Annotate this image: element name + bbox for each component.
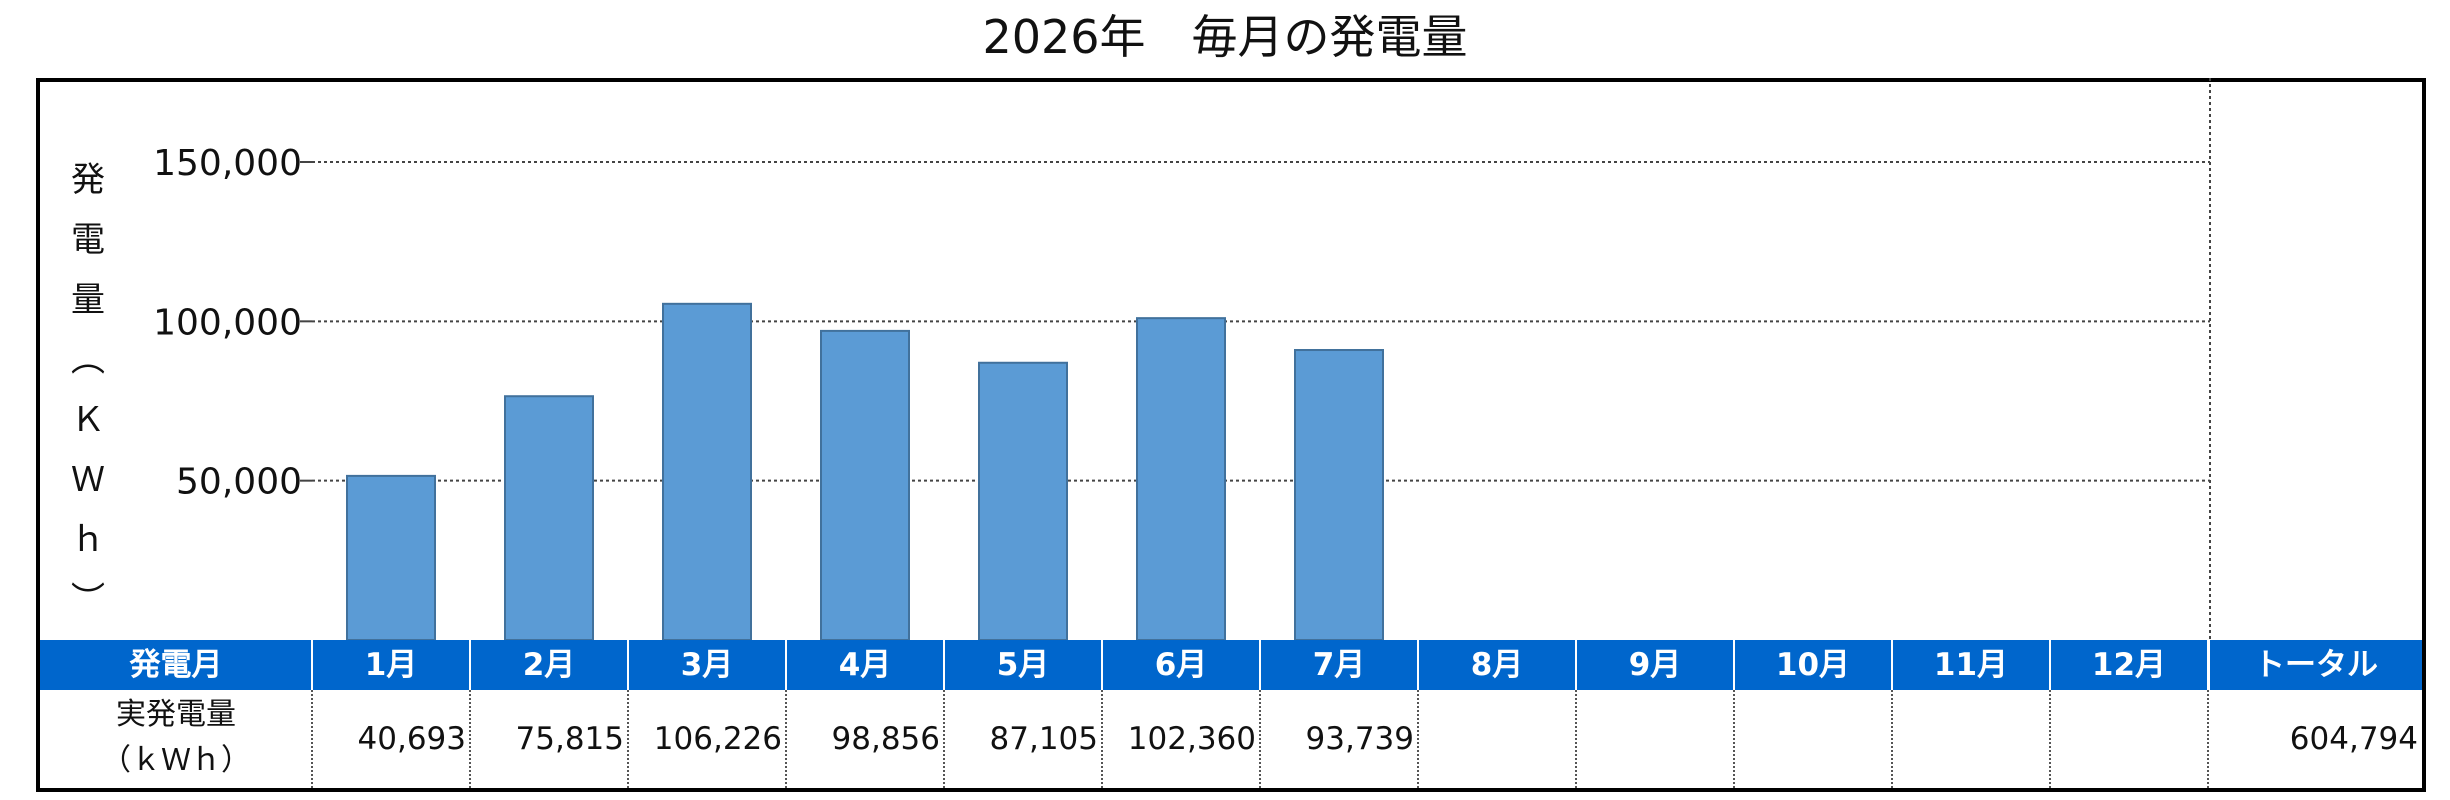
y-axis-label-char: Ｋ: [71, 400, 105, 440]
header-separator: [2049, 640, 2051, 690]
header-month-12: 12月: [2050, 640, 2208, 690]
header-month-5: 5月: [944, 640, 1102, 690]
row-separator: [1733, 690, 1735, 788]
y-axis-label-char: ︵: [71, 340, 105, 380]
chart-frame: [36, 78, 2426, 792]
header-separator: [627, 640, 629, 690]
value-month-8: [1418, 690, 1576, 788]
header-separator: [785, 640, 787, 690]
y-axis-label-char: 発: [71, 160, 105, 200]
bar-6月: [1136, 317, 1226, 641]
row-separator: [2049, 690, 2051, 788]
header-separator: [1733, 640, 1735, 690]
bar-7月: [1294, 349, 1384, 641]
header-month-11: 11月: [1892, 640, 2050, 690]
header-month-10: 10月: [1734, 640, 1892, 690]
header-separator: [1101, 640, 1103, 690]
row-label-line2: （ｋＷｈ）: [101, 743, 251, 778]
row-separator: [943, 690, 945, 788]
header-total: トータル: [2210, 640, 2422, 690]
header-month-8: 8月: [1418, 640, 1576, 690]
row-label-actual-generation: 実発電量 （ｋＷｈ）: [40, 690, 312, 790]
header-month-label: 発電月: [40, 640, 312, 690]
y-tick-label: 100,000: [153, 302, 302, 343]
header-month-6: 6月: [1102, 640, 1260, 690]
header-month-4: 4月: [786, 640, 944, 690]
value-month-2: 75,815: [515, 721, 624, 757]
row-separator: [1259, 690, 1261, 788]
header-separator: [469, 640, 471, 690]
row-separator: [469, 690, 471, 788]
value-month-7: 93,739: [1305, 721, 1414, 757]
row-separator: [311, 690, 313, 788]
row-separator: [2207, 690, 2209, 788]
header-separator: [1417, 640, 1419, 690]
value-month-4: 98,856: [831, 721, 940, 757]
value-month-1: 40,693: [357, 721, 466, 757]
value-month-3: 106,226: [653, 721, 782, 757]
row-separator: [627, 690, 629, 788]
value-month-12: [2050, 690, 2208, 788]
total-value: 604,794: [2289, 721, 2418, 757]
y-tick-label: 50,000: [176, 462, 302, 503]
y-axis-label-char: 電: [71, 220, 105, 260]
y-tick-label: 150,000: [153, 143, 302, 184]
row-label-line1: 実発電量: [116, 697, 236, 732]
value-month-5: 87,105: [989, 721, 1098, 757]
header-month-9: 9月: [1576, 640, 1734, 690]
header-separator: [2207, 640, 2209, 690]
bar-5月: [978, 361, 1068, 641]
bar-1月: [346, 474, 436, 641]
header-separator: [943, 640, 945, 690]
header-month-2: 2月: [470, 640, 628, 690]
value-month-9: [1576, 690, 1734, 788]
row-separator: [1575, 690, 1577, 788]
row-separator: [1417, 690, 1419, 788]
header-month-7: 7月: [1260, 640, 1418, 690]
row-separator: [785, 690, 787, 788]
header-month-1: 1月: [312, 640, 470, 690]
chart-title: 2026年 毎月の発電量: [982, 10, 1468, 64]
header-month-3: 3月: [628, 640, 786, 690]
header-separator: [1575, 640, 1577, 690]
bar-3月: [662, 302, 752, 641]
header-separator: [1259, 640, 1261, 690]
y-axis-label-char: ｈ: [71, 520, 105, 560]
row-separator: [1101, 690, 1103, 788]
header-separator: [311, 640, 313, 690]
bar-2月: [504, 395, 594, 641]
value-month-11: [1892, 690, 2050, 788]
y-axis-label-char: ︶: [71, 580, 105, 620]
row-separator: [1891, 690, 1893, 788]
value-month-6: 102,360: [1127, 721, 1256, 757]
header-separator: [1891, 640, 1893, 690]
value-month-10: [1734, 690, 1892, 788]
bar-4月: [820, 329, 910, 641]
y-axis-label-char: 量: [71, 280, 105, 320]
y-axis-label-char: Ｗ: [71, 460, 105, 500]
